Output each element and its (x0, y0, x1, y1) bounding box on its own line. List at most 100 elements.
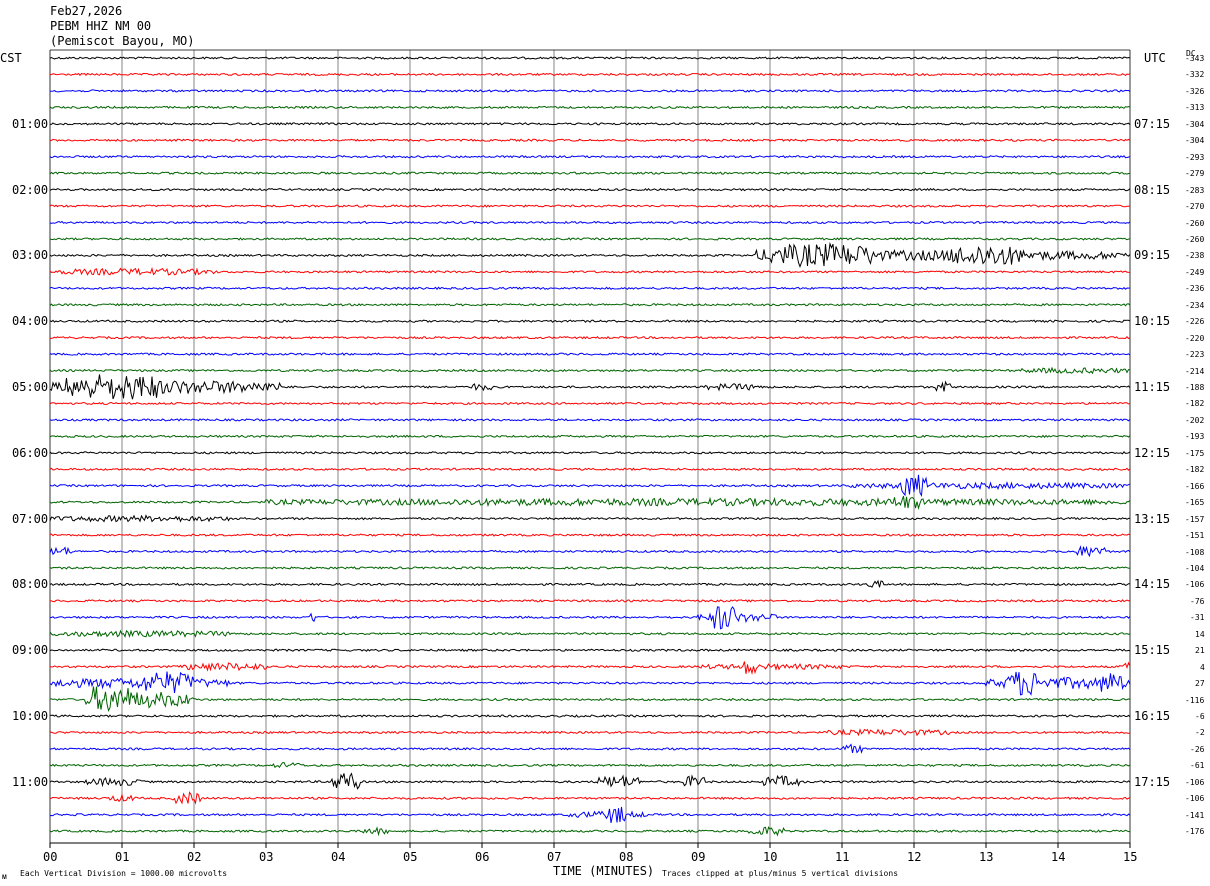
dc-offset-label: -223 (1185, 350, 1205, 360)
right-timezone-label: UTC (1144, 51, 1166, 65)
dc-offset-label: -260 (1185, 218, 1205, 228)
dc-offset-label: -116 (1185, 695, 1205, 705)
dc-offset-label: -313 (1185, 103, 1205, 113)
trace-row-46 (49, 806, 1131, 824)
dc-offset-label: -26 (1190, 744, 1205, 754)
x-tick-label: 14 (1051, 850, 1066, 864)
trace-row-16 (49, 319, 1131, 324)
dc-offset-label: -214 (1185, 366, 1205, 376)
dc-offset-label: -166 (1185, 481, 1205, 491)
right-hour-label: 12:15 (1134, 445, 1171, 460)
trace-row-23 (49, 434, 1131, 439)
right-hour-label: 11:15 (1134, 380, 1171, 394)
header-station: PEBM HHZ NM 00 (50, 19, 152, 33)
left-hour-label: 11:00 (12, 774, 49, 789)
left-hour-label: 09:00 (12, 643, 49, 658)
dc-offset-label: -293 (1185, 152, 1205, 162)
trace-row-47 (49, 826, 1131, 837)
trace-row-34 (49, 606, 1131, 630)
dc-offset-label: -176 (1185, 827, 1205, 837)
corner-mark: ᴍ (2, 872, 7, 881)
x-tick-label: 15 (1123, 850, 1138, 864)
x-tick-label: 01 (115, 850, 130, 864)
dc-offset-label: -326 (1185, 86, 1205, 96)
x-tick-label: 07 (547, 850, 562, 864)
right-hour-label: 16:15 (1134, 709, 1171, 723)
x-tick-label: 12 (907, 850, 922, 864)
right-hour-label: 17:15 (1134, 774, 1171, 789)
trace-row-20 (49, 374, 1131, 400)
dc-offset-label: -104 (1185, 563, 1205, 573)
dc-offset-label: -76 (1190, 596, 1205, 606)
trace-row-27 (49, 495, 1131, 511)
trace-row-7 (49, 171, 1131, 175)
left-hour-label: 05:00 (12, 380, 49, 394)
x-tick-label: 09 (691, 850, 706, 864)
trace-row-33 (50, 599, 1131, 603)
dc-offset-label: -226 (1185, 317, 1205, 327)
trace-row-24 (49, 451, 1131, 455)
header-date: Feb27,2026 (50, 4, 123, 18)
x-tick-label: 13 (979, 850, 994, 864)
trace-row-6 (49, 154, 1131, 159)
dc-offset-label: -332 (1185, 70, 1205, 80)
trace-row-40 (49, 714, 1131, 718)
dc-offset-label: -31 (1190, 613, 1205, 623)
dc-offset-label: -6 (1195, 712, 1205, 721)
trace-row-19 (49, 366, 1131, 375)
x-axis-title: TIME (MINUTES) (553, 864, 655, 878)
dc-offset-label: -236 (1185, 284, 1205, 294)
dc-offset-label: -304 (1185, 136, 1205, 146)
dc-offset-label: 4 (1200, 662, 1205, 672)
dc-offset-label: -106 (1185, 580, 1205, 590)
left-hour-label: 10:00 (12, 709, 49, 723)
trace-row-11 (49, 237, 1131, 241)
trace-row-41 (49, 728, 1131, 737)
dc-offset-label: 21 (1195, 646, 1205, 656)
trace-row-42 (49, 743, 1131, 754)
x-tick-label: 08 (619, 850, 634, 864)
x-tick-label: 10 (763, 850, 778, 864)
x-tick-label: 04 (331, 850, 346, 864)
right-hour-label: 08:15 (1134, 182, 1171, 197)
left-hour-label: 08:00 (12, 577, 49, 592)
left-timezone-label: CST (0, 51, 22, 65)
trace-row-0 (49, 56, 1131, 60)
dc-offset-label: -188 (1185, 383, 1205, 392)
left-hour-label: 06:00 (12, 445, 49, 460)
trace-row-10 (49, 220, 1131, 225)
trace-row-26 (49, 474, 1131, 497)
x-tick-label: 05 (403, 850, 418, 864)
trace-row-29 (49, 533, 1131, 537)
dc-offset-label: -157 (1185, 514, 1205, 524)
seismic-traces (49, 56, 1131, 837)
dc-offset-label: -283 (1185, 185, 1205, 195)
x-tick-label: 00 (43, 850, 58, 864)
trace-row-36 (49, 648, 1131, 652)
dc-offset-label: -193 (1185, 432, 1205, 442)
dc-offset-label: -141 (1185, 810, 1205, 820)
dc-offset-label: 14 (1195, 629, 1205, 639)
dc-offset-label: 27 (1195, 679, 1205, 689)
right-hour-label: 13:15 (1134, 511, 1171, 526)
dc-offset-label: -202 (1185, 415, 1205, 425)
trace-row-4 (49, 122, 1131, 126)
right-hour-label: 14:15 (1134, 577, 1171, 592)
dc-offset-label: -238 (1185, 251, 1205, 261)
header-location: (Pemiscot Bayou, MO) (50, 34, 195, 48)
left-hour-label: 03:00 (12, 248, 49, 263)
dc-offset-label: -106 (1185, 794, 1205, 804)
trace-row-2 (49, 89, 1131, 93)
trace-row-32 (49, 579, 1131, 588)
trace-row-3 (49, 105, 1131, 110)
x-axis-ticks (49, 843, 1131, 848)
trace-row-31 (49, 566, 1131, 570)
time-grid (49, 49, 1131, 844)
trace-row-45 (49, 791, 1131, 805)
trace-row-9 (49, 204, 1131, 208)
dc-offset-label: -165 (1185, 498, 1205, 508)
trace-row-37 (49, 661, 1131, 675)
x-tick-label: 02 (187, 850, 202, 864)
clip-note: Traces clipped at plus/minus 5 vertical … (662, 869, 899, 878)
